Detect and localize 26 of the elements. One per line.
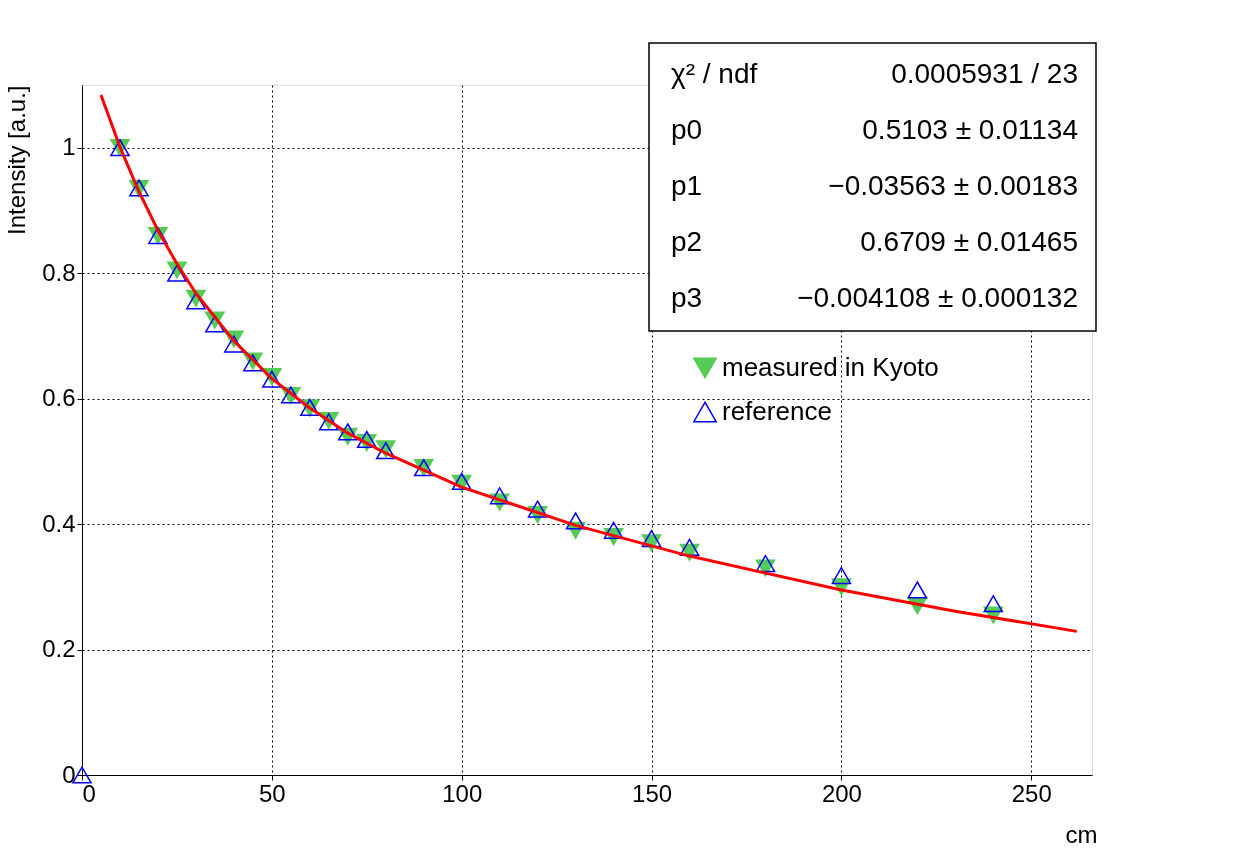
y-tick-label: 0 [62, 760, 76, 788]
annotation: 0.6709 ± 0.01465 [860, 226, 1078, 257]
y-tick-label: 0.8 [42, 258, 76, 286]
y-axis-title: Intensity [a.u.] [3, 85, 31, 235]
annotation: p0 [671, 114, 703, 145]
annotation: p2 [671, 226, 703, 257]
annotation: 0.0005931 / 23 [891, 58, 1078, 89]
annotation: −0.004108 ± 0.000132 [797, 282, 1078, 313]
y-tick-label: 1 [62, 133, 76, 161]
x-tick-label: 100 [442, 779, 483, 807]
legend-label: measured in Kyoto [722, 352, 939, 382]
y-tick-label: 0.6 [42, 384, 76, 412]
annotation: χ² / ndf [671, 58, 758, 89]
x-tick-label: 150 [632, 779, 673, 807]
annotation: 0.5103 ± 0.01134 [862, 114, 1078, 145]
annotation: p1 [671, 170, 703, 201]
x-axis-title: cm [1065, 820, 1098, 848]
y-tick-label: 0.2 [42, 635, 76, 663]
annotation: −0.03563 ± 0.00183 [828, 170, 1078, 201]
x-tick-label: 200 [821, 779, 862, 807]
x-tick-label: 250 [1011, 779, 1052, 807]
y-tick-label: 0.4 [42, 509, 76, 537]
annotation: p3 [671, 282, 703, 313]
x-tick-label: 0 [82, 779, 96, 807]
legend-label: reference [722, 396, 832, 426]
x-tick-label: 50 [259, 779, 286, 807]
